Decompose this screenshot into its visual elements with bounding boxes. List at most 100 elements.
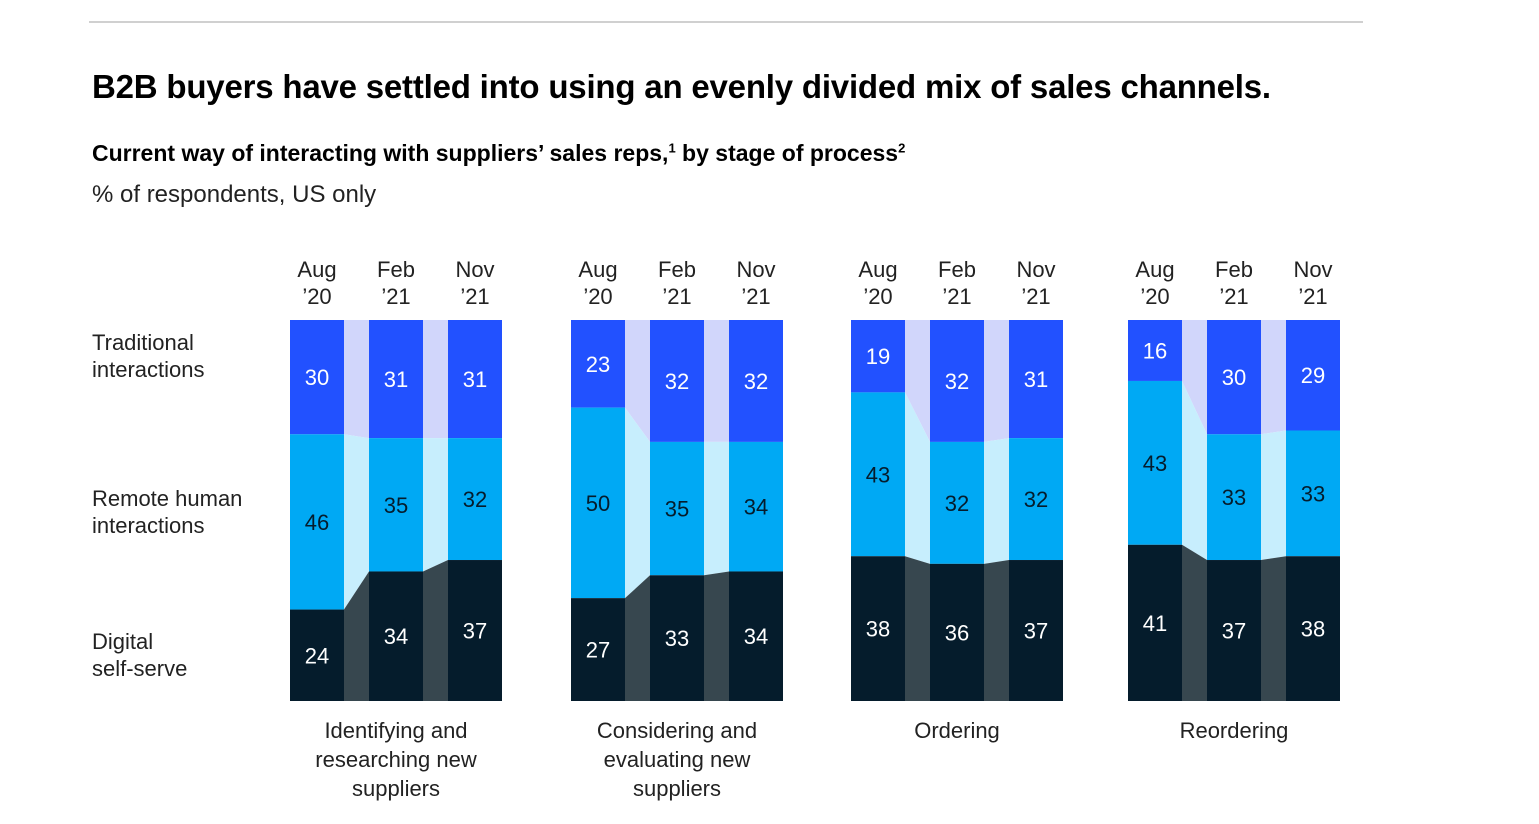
bar-segment-traditional (369, 320, 423, 439)
bar-segment-traditional (851, 320, 905, 393)
period-month-label: Feb (1215, 257, 1253, 282)
bar-segment-traditional (1009, 320, 1063, 439)
period-year-label: ’20 (1140, 284, 1169, 309)
bar-segment-digital (1286, 556, 1340, 701)
period-month-label: Aug (297, 257, 336, 282)
period-year-label: ’21 (662, 284, 691, 309)
period-year-label: ’20 (302, 284, 331, 309)
bar-segment-digital (448, 560, 502, 701)
group-label: suppliers (352, 776, 440, 801)
period-year-label: ’20 (583, 284, 612, 309)
group-label: Reordering (1180, 718, 1289, 743)
data-label-traditional: 30 (1222, 365, 1246, 390)
bar-segment-traditional (930, 320, 984, 442)
data-label-traditional: 23 (586, 352, 610, 377)
bar-segment-traditional (448, 320, 502, 439)
bar-segment-traditional (1286, 320, 1340, 431)
data-label-digital: 36 (945, 620, 969, 645)
connector-band-remote (905, 392, 930, 564)
connector-band-remote (625, 407, 650, 599)
data-label-traditional: 32 (945, 369, 969, 394)
data-label-digital: 37 (463, 619, 487, 644)
period-month-label: Nov (736, 257, 775, 282)
bar-segment-remote (729, 441, 783, 572)
connector-band-digital (1182, 544, 1207, 701)
connector-band-remote (1261, 430, 1286, 561)
data-label-digital: 38 (866, 617, 890, 642)
row-label-traditional: Traditional (92, 330, 194, 355)
data-label-digital: 38 (1301, 617, 1325, 642)
period-year-label: ’21 (1219, 284, 1248, 309)
row-label-remote: interactions (92, 513, 205, 538)
period-year-label: ’20 (863, 284, 892, 309)
bar-segment-digital (1009, 560, 1063, 701)
data-label-remote: 32 (1024, 487, 1048, 512)
data-label-digital: 34 (384, 624, 408, 649)
bar-segment-remote (930, 441, 984, 564)
data-label-traditional: 32 (744, 369, 768, 394)
data-label-remote: 43 (1143, 451, 1167, 476)
bar-segment-digital (369, 571, 423, 701)
period-month-label: Aug (578, 257, 617, 282)
chart-unit-label: % of respondents, US only (92, 181, 377, 208)
bar-segment-traditional (290, 320, 344, 435)
period-month-label: Nov (455, 257, 494, 282)
group-label: Ordering (914, 718, 1000, 743)
period-year-label: ’21 (460, 284, 489, 309)
period-year-label: ’21 (741, 284, 770, 309)
group-label: researching new (315, 747, 477, 772)
data-label-digital: 33 (665, 626, 689, 651)
chart-subtitle: Current way of interacting with supplier… (92, 140, 905, 167)
connector-band-traditional (905, 320, 930, 442)
bar-segment-digital (650, 575, 704, 701)
bar-segment-remote (851, 392, 905, 557)
data-label-traditional: 31 (384, 367, 408, 392)
bar-segment-traditional (571, 320, 625, 408)
connector-band-digital (905, 556, 930, 701)
row-label-digital: Digital (92, 629, 153, 654)
bar-segment-remote (1128, 380, 1182, 545)
data-label-remote: 35 (665, 497, 689, 522)
row-label-remote: Remote human (92, 486, 242, 511)
data-label-traditional: 30 (305, 365, 329, 390)
period-year-label: ’21 (1021, 284, 1050, 309)
connector-band-remote (704, 441, 729, 576)
data-label-digital: 34 (744, 624, 768, 649)
bar-segment-remote (1207, 434, 1261, 561)
group-label: evaluating new (604, 747, 751, 772)
connector-band-traditional (984, 320, 1009, 442)
connector-band-digital (984, 560, 1009, 701)
data-label-remote: 46 (305, 510, 329, 535)
data-label-remote: 50 (586, 491, 610, 516)
bar-segment-remote (369, 438, 423, 572)
bar-segment-digital (729, 571, 783, 701)
data-label-digital: 27 (586, 638, 610, 663)
bar-segment-remote (650, 441, 704, 576)
bar-segment-digital (1207, 560, 1261, 701)
connector-band-traditional (1182, 320, 1207, 435)
top-divider (89, 21, 1363, 23)
footnote-marker-2: 2 (898, 140, 906, 156)
group-label: suppliers (633, 776, 721, 801)
connector-band-digital (625, 575, 650, 701)
subtitle-text-part1: Current way of interacting with supplier… (92, 140, 669, 166)
period-month-label: Aug (858, 257, 897, 282)
subtitle-text-part2: by stage of process (675, 140, 899, 166)
data-label-remote: 34 (744, 495, 768, 520)
connector-band-remote (344, 434, 369, 610)
bar-segment-remote (571, 407, 625, 599)
bar-segment-digital (930, 563, 984, 701)
connector-band-traditional (1261, 320, 1286, 435)
connector-band-digital (344, 571, 369, 701)
bar-segment-remote (448, 438, 502, 561)
row-label-traditional: interactions (92, 357, 205, 382)
data-label-remote: 35 (384, 493, 408, 518)
connector-band-digital (423, 560, 448, 701)
bar-segment-digital (1128, 544, 1182, 701)
period-month-label: Aug (1135, 257, 1174, 282)
data-label-digital: 37 (1024, 619, 1048, 644)
data-label-remote: 33 (1301, 481, 1325, 506)
connector-band-digital (1261, 556, 1286, 701)
bar-segment-remote (1286, 430, 1340, 557)
data-label-remote: 43 (866, 462, 890, 487)
